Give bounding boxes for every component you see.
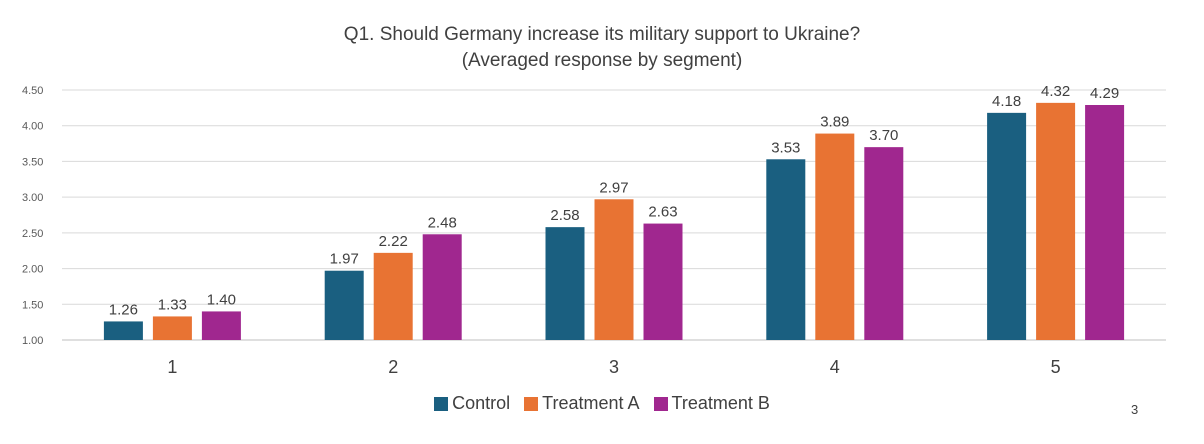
bar-treatment-b [1085,105,1125,340]
bar-treatment-a [152,316,192,340]
data-label: 2.97 [599,179,628,196]
legend-item-treatment-a: Treatment A [524,393,640,414]
data-label: 2.48 [428,214,457,231]
bar-treatment-b [643,223,683,340]
x-tick-label: 4 [830,357,840,377]
y-tick-label: 2.50 [22,228,43,240]
legend-item-treatment-b: Treatment B [653,393,770,414]
x-tick-label: 2 [388,357,398,377]
legend-swatch-treatment-b [653,396,668,411]
y-tick-label: 2.00 [22,264,43,276]
data-label: 4.18 [992,93,1021,110]
bar-control [766,159,806,340]
bar-treatment-b [201,311,241,340]
bar-control [987,112,1027,340]
y-tick-label: 1.00 [22,335,43,347]
bar-treatment-b [864,147,904,340]
y-tick-label: 1.50 [22,299,43,311]
legend-label-control: Control [452,393,511,413]
data-label: 1.26 [109,301,138,318]
bar-control [545,227,585,340]
data-label: 2.63 [648,204,677,221]
bar-control [103,321,143,340]
y-tick-label: 4.00 [22,121,43,133]
bar-control [324,270,364,340]
data-label: 3.70 [869,127,898,144]
data-label: 3.89 [820,114,849,131]
y-tick-label: 4.50 [22,85,43,97]
bar-treatment-b [422,234,462,340]
x-tick-label: 1 [167,357,177,377]
legend-label-treatment-a: Treatment A [542,393,640,413]
x-tick-label: 3 [609,357,619,377]
legend-swatch-treatment-a [524,396,539,411]
y-tick-label: 3.00 [22,192,43,204]
chart-legend: Control Treatment A Treatment B [0,393,1204,414]
page-number: 3 [1131,402,1139,417]
legend-swatch-control [434,396,449,411]
data-label: 1.40 [207,291,236,308]
chart-subtitle: (Averaged response by segment) [461,50,743,71]
data-label: 1.97 [330,251,359,268]
data-label: 2.22 [379,233,408,250]
data-label: 4.29 [1090,85,1119,102]
data-label: 3.53 [771,139,800,156]
x-tick-label: 5 [1051,357,1061,377]
data-label: 4.32 [1041,83,1070,100]
legend-label-treatment-b: Treatment B [671,393,770,413]
legend-item-control: Control [434,393,510,414]
data-label: 1.33 [158,296,187,313]
y-tick-label: 3.50 [22,156,43,168]
bar-treatment-a [815,133,855,340]
bar-treatment-a [594,199,634,340]
bar-treatment-a [373,252,413,340]
data-label: 2.58 [550,207,579,224]
chart-title: Q1. Should Germany increase its military… [343,24,861,45]
bar-treatment-a [1036,102,1076,340]
